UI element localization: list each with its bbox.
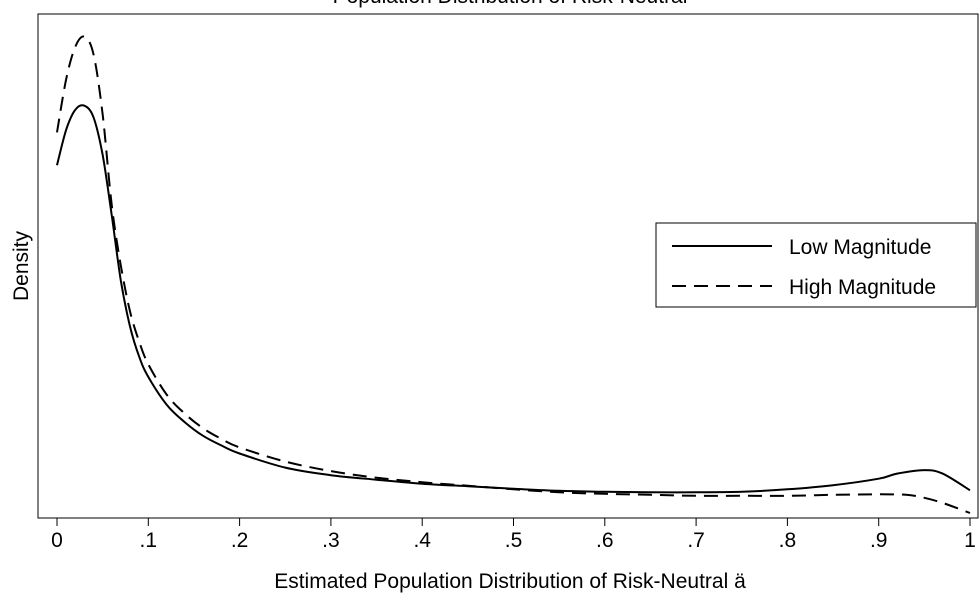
x-tick-label: .8 [779,529,797,552]
x-axis-tick-labels: 0 .1 .2 .3 .4 .5 .6 .7 .8 .9 1 [51,529,976,552]
series-line-high-magnitude [56,35,971,514]
x-tick-label: .2 [231,529,249,552]
legend-label-high-magnitude: High Magnitude [789,276,936,299]
x-tick-label: .4 [413,529,431,552]
series-lines [56,35,971,514]
chart-title: Population Distribution of Risk-Neutral [333,0,688,8]
x-axis-ticks [56,518,971,526]
x-tick-label: 0 [51,529,63,552]
legend-label-low-magnitude: Low Magnitude [789,236,931,259]
x-tick-label: .9 [870,529,888,552]
legend: Low Magnitude High Magnitude [655,222,977,308]
x-axis-title: Estimated Population Distribution of Ris… [274,570,746,593]
x-tick-label: .3 [322,529,340,552]
series-line-low-magnitude [56,104,971,494]
x-tick-label: 1 [964,529,976,552]
legend-box [655,222,977,308]
x-tick-label: .1 [140,529,158,552]
x-tick-label: .5 [505,529,523,552]
x-tick-label: .7 [687,529,705,552]
y-axis-title: Density [10,230,33,301]
x-tick-label: .6 [596,529,614,552]
